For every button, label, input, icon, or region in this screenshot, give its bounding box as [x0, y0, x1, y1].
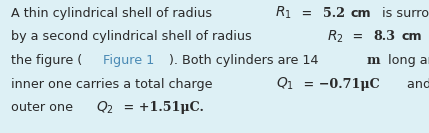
Text: ). Both cylinders are 14: ). Both cylinders are 14: [169, 54, 322, 67]
Text: and the: and the: [403, 78, 429, 91]
Text: outer one: outer one: [11, 101, 77, 114]
Text: =: =: [348, 30, 368, 43]
Text: the figure (: the figure (: [11, 54, 82, 67]
Text: $Q_2$: $Q_2$: [96, 99, 114, 116]
Text: long and the: long and the: [384, 54, 429, 67]
Text: inner one carries a total charge: inner one carries a total charge: [11, 78, 216, 91]
Text: $R_2$: $R_2$: [326, 28, 343, 45]
Text: = −0.71μC: = −0.71μC: [299, 78, 380, 91]
Text: by a second cylindrical shell of radius: by a second cylindrical shell of radius: [11, 30, 256, 43]
Text: m: m: [367, 54, 381, 67]
Text: cm: cm: [402, 30, 423, 43]
Text: = +1.51μC.: = +1.51μC.: [119, 101, 204, 114]
Text: 8.3: 8.3: [374, 30, 396, 43]
Text: $R_1$: $R_1$: [275, 5, 292, 21]
Text: cm: cm: [351, 7, 372, 20]
Text: Figure 1: Figure 1: [103, 54, 154, 67]
Text: 5.2: 5.2: [323, 7, 344, 20]
Text: =: =: [297, 7, 317, 20]
Text: $Q_1$: $Q_1$: [276, 76, 294, 92]
Text: A thin cylindrical shell of radius: A thin cylindrical shell of radius: [11, 7, 216, 20]
Text: is surrounded: is surrounded: [378, 7, 429, 20]
